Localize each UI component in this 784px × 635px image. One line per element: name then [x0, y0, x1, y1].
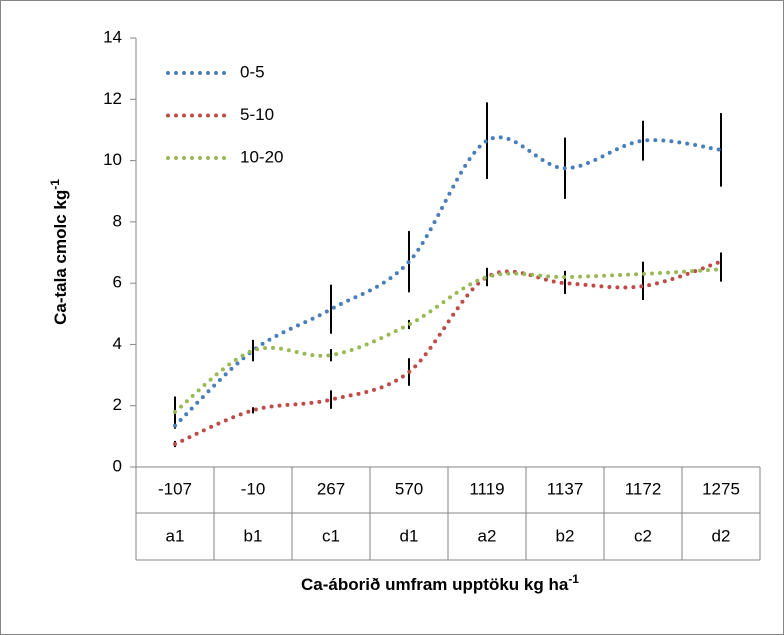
- x-group-label: c2: [634, 526, 652, 545]
- y-tick-label: 0: [113, 456, 122, 475]
- x-label-text: Ca-áborið umfram upptöku kg ha: [301, 575, 569, 594]
- x-axis-label: Ca-áborið umfram upptöku kg ha-1: [301, 572, 579, 594]
- x-tick-label: -107: [158, 479, 192, 498]
- series-line: [173, 135, 723, 428]
- y-tick-label: 14: [103, 27, 122, 46]
- series-line: [173, 259, 723, 447]
- x-tick-label: 1137: [547, 479, 584, 498]
- y-axis-label: Ca-tala cmolc kg-1: [48, 179, 70, 325]
- y-tick-label: 10: [103, 150, 122, 169]
- y-tick-label: 6: [113, 273, 122, 292]
- x-group-label: b2: [556, 526, 575, 545]
- x-tick-label: 1275: [702, 479, 740, 498]
- x-group-label: d2: [712, 526, 731, 545]
- x-group-label: a2: [478, 526, 497, 545]
- x-tick-label: -10: [241, 479, 266, 498]
- y-tick-label: 4: [113, 334, 122, 353]
- y-tick-label: 2: [113, 395, 122, 414]
- y-label-text: Ca-tala cmolc kg: [51, 190, 70, 325]
- x-tick-label: 570: [395, 479, 423, 498]
- x-group-label: a1: [166, 526, 185, 545]
- x-tick-label: 1119: [469, 479, 504, 498]
- series-line: [173, 267, 723, 414]
- legend-label: 10-20: [240, 147, 283, 166]
- x-tick-label: 1172: [625, 479, 662, 498]
- x-group-label: b1: [244, 526, 263, 545]
- y-tick-label: 8: [113, 211, 122, 230]
- y-tick-label: 12: [103, 89, 122, 108]
- x-label-sup: -1: [568, 572, 579, 586]
- legend-label: 5-10: [240, 105, 274, 124]
- x-group-label: d1: [400, 526, 419, 545]
- legend-label: 0-5: [240, 62, 265, 81]
- y-label-sup: -1: [48, 179, 62, 190]
- x-tick-label: 267: [317, 479, 345, 498]
- x-group-label: c1: [322, 526, 340, 545]
